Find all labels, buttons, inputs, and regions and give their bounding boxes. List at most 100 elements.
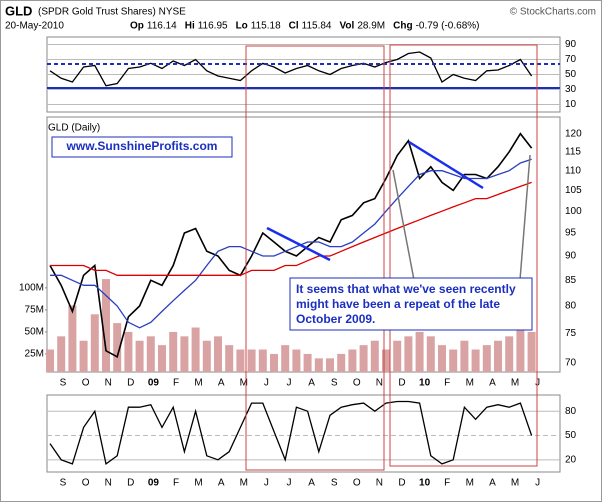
volume-bar (314, 358, 323, 372)
volume-bar (247, 349, 256, 372)
volume-bar (214, 336, 222, 372)
volume-bar (527, 331, 536, 372)
x-tick-label: M (194, 378, 202, 389)
volume-bar (516, 327, 525, 372)
volume-bar (46, 349, 54, 372)
x-tick-label: D (127, 378, 134, 389)
volume-bar (79, 340, 88, 372)
quote-label: Vol (339, 21, 354, 32)
volume-bar (270, 353, 278, 372)
volume-bar (57, 336, 66, 372)
volume-bar (113, 323, 122, 372)
quote-label: Cl (289, 21, 299, 32)
x-tick-label: A (218, 378, 225, 389)
x-tick-label: J (287, 478, 292, 489)
x-tick-label: J (535, 378, 540, 389)
x-tick-label: J (264, 378, 269, 389)
volume-bar (102, 279, 110, 372)
x-tick-label: F (444, 478, 450, 489)
x-tick-label: J (535, 478, 540, 489)
x-tick-label: 09 (148, 378, 160, 389)
quote-label: Lo (236, 21, 248, 32)
volume-bar (438, 345, 446, 372)
volume-bar (449, 349, 458, 372)
volume-bar (146, 336, 155, 372)
x-tick-label: D (127, 478, 134, 489)
x-tick-label: O (82, 378, 90, 389)
x-tick-label: F (444, 378, 450, 389)
volume-bar (158, 345, 166, 372)
volume-tick-label: 100M (19, 283, 44, 294)
panel-title: GLD (Daily) (48, 123, 100, 134)
x-tick-label: O (82, 478, 90, 489)
volume-bar (225, 345, 234, 372)
arrow (519, 154, 531, 281)
series-line (49, 400, 533, 466)
volume-bar (169, 331, 178, 372)
y-tick-label: 105 (565, 185, 582, 196)
volume-tick-label: 75M (25, 305, 44, 316)
x-tick-label: M (466, 478, 474, 489)
series-line (50, 158, 532, 329)
date: 20-May-2010 (5, 21, 64, 32)
subtitle: (SPDR Gold Trust Shares) NYSE (38, 7, 186, 18)
y-tick-label: 95 (565, 228, 577, 239)
volume-bar (393, 340, 402, 372)
credit: © StockCharts.com (510, 7, 596, 18)
y-tick-label: 30 (565, 84, 577, 95)
stoch-panel (46, 394, 561, 473)
volume-bar (505, 336, 514, 372)
y-tick-label: 110 (565, 165, 581, 176)
volume-bar (404, 336, 413, 372)
website-box (51, 136, 233, 158)
volume-bar (348, 349, 357, 372)
x-tick-label: D (398, 478, 405, 489)
trend-line (266, 226, 331, 262)
y-tick-label: 70 (565, 357, 577, 368)
volume-bar (359, 345, 368, 372)
x-tick-label: J (264, 478, 269, 489)
note: October 2009. (296, 312, 375, 326)
x-tick-label: M (240, 378, 248, 389)
volume-bar (471, 349, 480, 372)
x-tick-label: M (194, 478, 202, 489)
trend-line (408, 140, 484, 190)
y-tick-label: 70 (565, 54, 577, 65)
quote-value: 28.9M (357, 21, 385, 32)
x-tick-label: J (287, 378, 292, 389)
series-line (50, 181, 532, 276)
x-tick-label: N (105, 378, 112, 389)
title: GLD (5, 3, 32, 18)
x-tick-label: S (60, 378, 67, 389)
quote-value: -0.79 (-0.68%) (416, 21, 480, 32)
y-tick-label: 75 (565, 328, 577, 339)
quote-value: 115.18 (251, 21, 281, 32)
x-tick-label: N (376, 378, 383, 389)
x-tick-label: S (60, 478, 67, 489)
website: www.SunshineProfits.com (66, 139, 218, 153)
series-line (49, 51, 533, 87)
x-tick-label: 09 (148, 478, 160, 489)
volume-bar (124, 331, 133, 372)
y-tick-label: 50 (565, 430, 577, 441)
x-tick-label: 10 (419, 378, 431, 389)
highlight (245, 45, 385, 471)
volume-tick-label: 50M (25, 327, 44, 338)
volume-bar (415, 331, 424, 372)
volume-bar (337, 353, 346, 372)
volume-bar (202, 340, 211, 372)
note: might have been a repeat of the late (296, 297, 500, 311)
volume-bar (426, 336, 435, 372)
quote-label: Hi (185, 21, 195, 32)
x-tick-label: N (376, 478, 383, 489)
y-tick-label: 20 (565, 454, 577, 465)
volume-bar (281, 345, 290, 372)
volume-bar (370, 340, 379, 372)
volume-bar (68, 305, 77, 372)
y-tick-label: 80 (565, 301, 577, 312)
note: It seems that what we've seen recently (296, 282, 516, 296)
x-tick-label: M (511, 378, 519, 389)
volume-bar (180, 336, 189, 372)
x-tick-label: 10 (419, 478, 431, 489)
